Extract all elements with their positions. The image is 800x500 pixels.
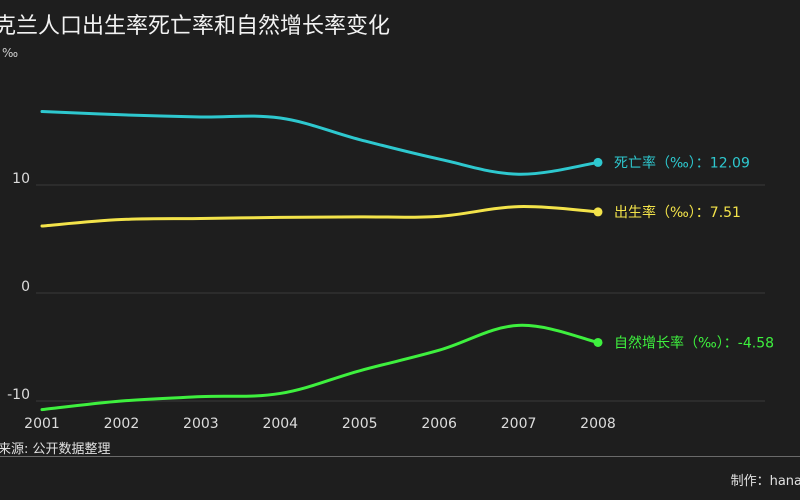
series-line-natural: [40, 323, 600, 412]
series-line-death: [40, 110, 600, 176]
series-end-label-natural: 自然增长率（‰）：-4.58: [614, 334, 774, 351]
series-end-marker-natural: [593, 337, 603, 347]
series-line-birth: [40, 205, 600, 228]
series-end-marker-death: [593, 157, 603, 167]
data-source: 来源: 公开数据整理: [0, 442, 111, 457]
y-tick-label: 0: [21, 279, 30, 295]
x-tick-label: 2003: [183, 416, 219, 432]
x-tick-label: 2002: [104, 416, 140, 432]
line-chart: 10 0 -10 2001 2002 2003 2004 2005 2006 2007 2008 死亡…: [7, 110, 774, 432]
x-tick-label: 2006: [421, 416, 457, 432]
x-tick-label: 2008: [580, 416, 616, 432]
chart-title: 克兰人口出生率死亡率和自然增长率变化: [0, 14, 391, 39]
x-tick-label: 2005: [342, 416, 378, 432]
y-axis-unit: ‰: [2, 46, 19, 60]
x-tick-label: 2004: [262, 416, 298, 432]
series-end-marker-birth: [593, 207, 603, 217]
x-tick-label: 2007: [501, 416, 537, 432]
series-end-label-birth: 出生率（‰）：7.51: [614, 204, 741, 221]
footer-divider: [0, 456, 800, 457]
x-tick-label: 2001: [24, 416, 60, 432]
y-tick-label: -10: [7, 387, 30, 403]
y-tick-label: 10: [12, 171, 30, 187]
series-end-label-death: 死亡率（‰）：12.09: [614, 154, 750, 171]
credit: 制作：hana: [730, 474, 800, 489]
